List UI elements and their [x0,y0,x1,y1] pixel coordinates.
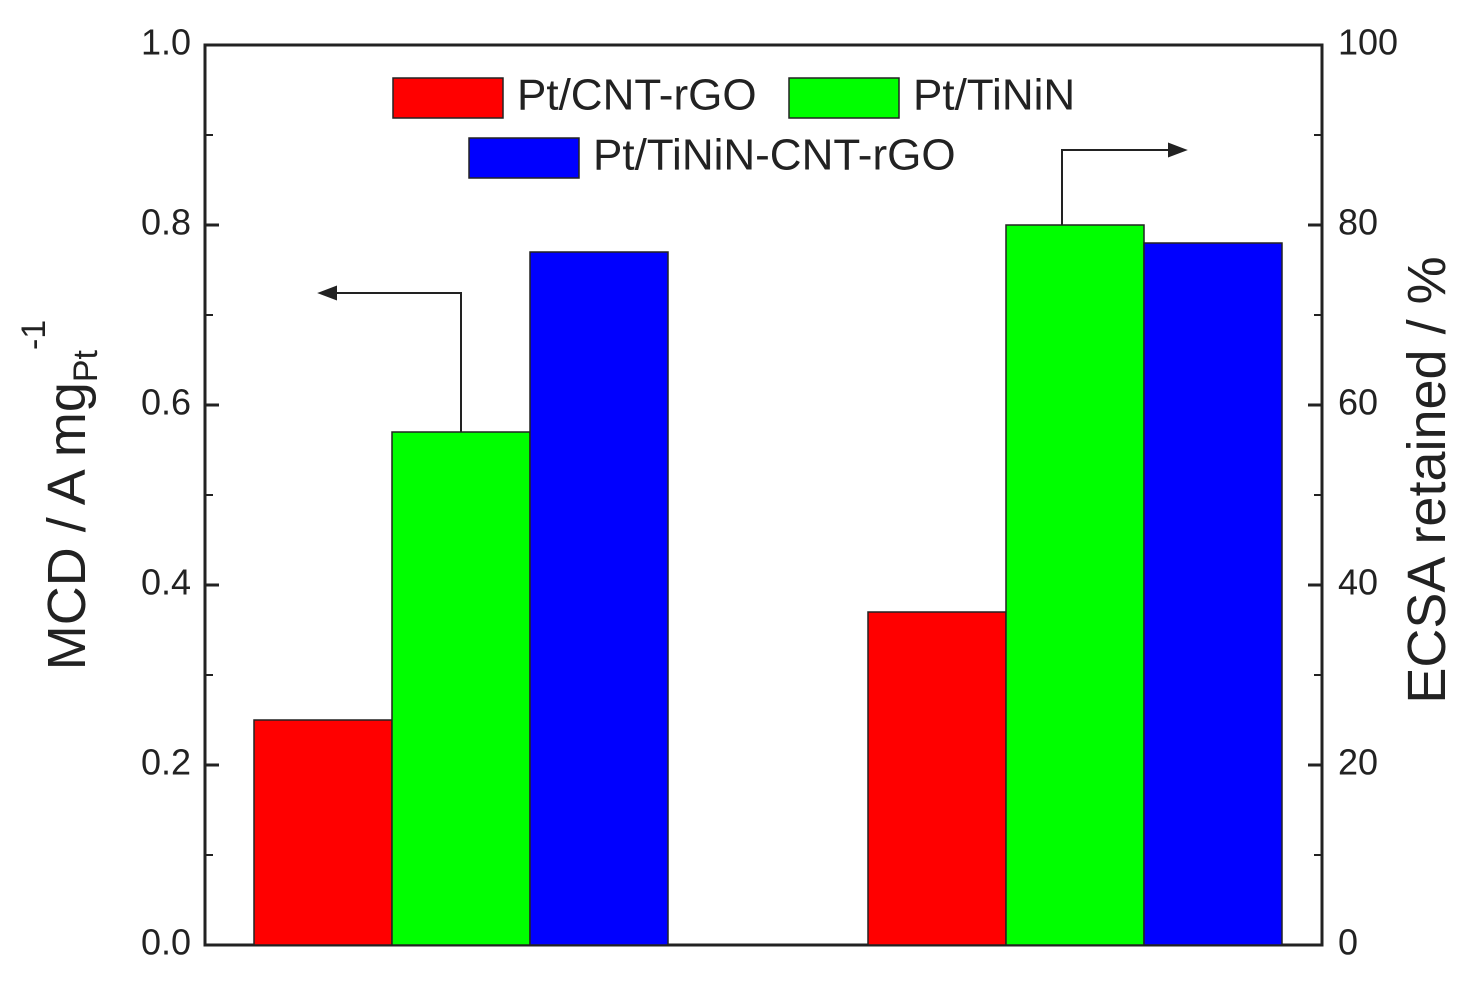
arrow-right [1061,142,1188,227]
arrow-left [317,285,462,433]
bar [253,719,393,946]
legend-label: Pt/TiNiN-CNT-rGO [593,131,956,180]
y-tick-label: 0.8 [141,202,191,243]
y2-tick-label: 100 [1338,22,1398,63]
y-tick-label: 0.2 [141,742,191,783]
legend-swatch [392,77,504,119]
bar [1005,224,1145,946]
y-tick-label: 1.0 [141,22,191,63]
y2-tick-label: 40 [1338,562,1378,603]
bar [391,431,531,946]
legend-label: Pt/TiNiN [913,71,1075,120]
y2-tick-label: 80 [1338,202,1378,243]
bar [1143,242,1283,946]
y2-tick-label: 20 [1338,742,1378,783]
legend-swatch [788,77,900,119]
y2-axis-label: ECSA retained / % [1397,256,1457,703]
bar [867,611,1007,946]
bar [529,251,669,946]
legend-label: Pt/CNT-rGO [517,71,757,120]
y-tick-label: 0.6 [141,382,191,423]
y2-tick-label: 60 [1338,382,1378,423]
y-axis-label: MCD / A mgPt-1 [15,320,105,670]
y-tick-label: 0.4 [141,562,191,603]
legend-swatch [468,137,580,179]
y2-tick-label: 0 [1338,922,1358,963]
y-tick-label: 0.0 [141,922,191,963]
